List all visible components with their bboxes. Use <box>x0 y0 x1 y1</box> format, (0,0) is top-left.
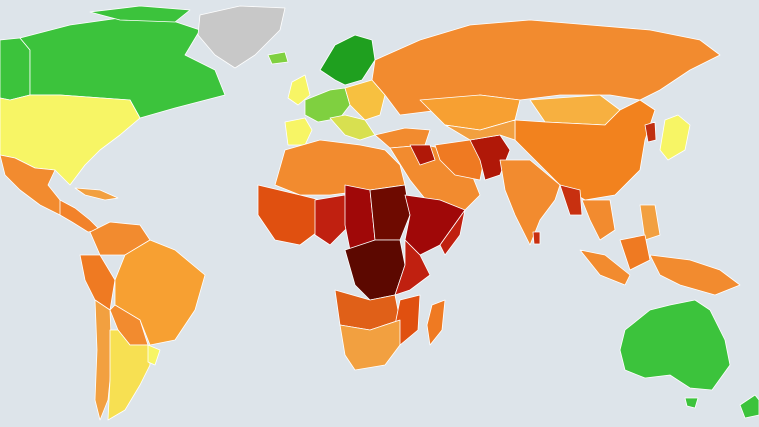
central-asia <box>444 119 516 141</box>
alaska <box>0 37 31 101</box>
mongolia <box>529 94 621 126</box>
indonesia-east <box>649 254 741 296</box>
korea <box>644 121 657 143</box>
ethiopia-horn <box>404 194 466 256</box>
india <box>499 159 561 246</box>
somalia <box>439 209 466 256</box>
china <box>514 99 656 201</box>
iberia <box>284 117 313 146</box>
japan <box>659 114 691 161</box>
turkey-caucasus <box>374 127 431 149</box>
australia <box>619 299 731 391</box>
southern-africa <box>339 319 401 371</box>
west-africa <box>257 184 321 246</box>
caribbean <box>74 187 119 201</box>
madagascar <box>426 299 446 346</box>
chile <box>94 299 113 421</box>
borneo <box>619 234 651 271</box>
tasmania <box>684 397 699 409</box>
iceland <box>267 51 289 65</box>
iraq <box>409 144 436 166</box>
southeast-asia <box>581 199 616 241</box>
east-africa <box>394 239 431 296</box>
canada-arctic <box>89 5 191 23</box>
philippines <box>639 204 661 241</box>
sudan <box>369 184 411 241</box>
sri-lanka <box>532 231 541 245</box>
argentina <box>107 329 151 421</box>
myanmar <box>559 184 583 216</box>
new-zealand <box>739 394 759 419</box>
indonesia-west <box>579 249 631 286</box>
russia <box>371 19 721 116</box>
brazil <box>114 239 206 346</box>
western-europe <box>304 87 351 123</box>
mozambique <box>394 294 421 346</box>
nigeria-niger <box>314 194 351 246</box>
uk-ireland <box>287 74 311 106</box>
uruguay <box>147 344 161 366</box>
greenland <box>197 5 286 69</box>
